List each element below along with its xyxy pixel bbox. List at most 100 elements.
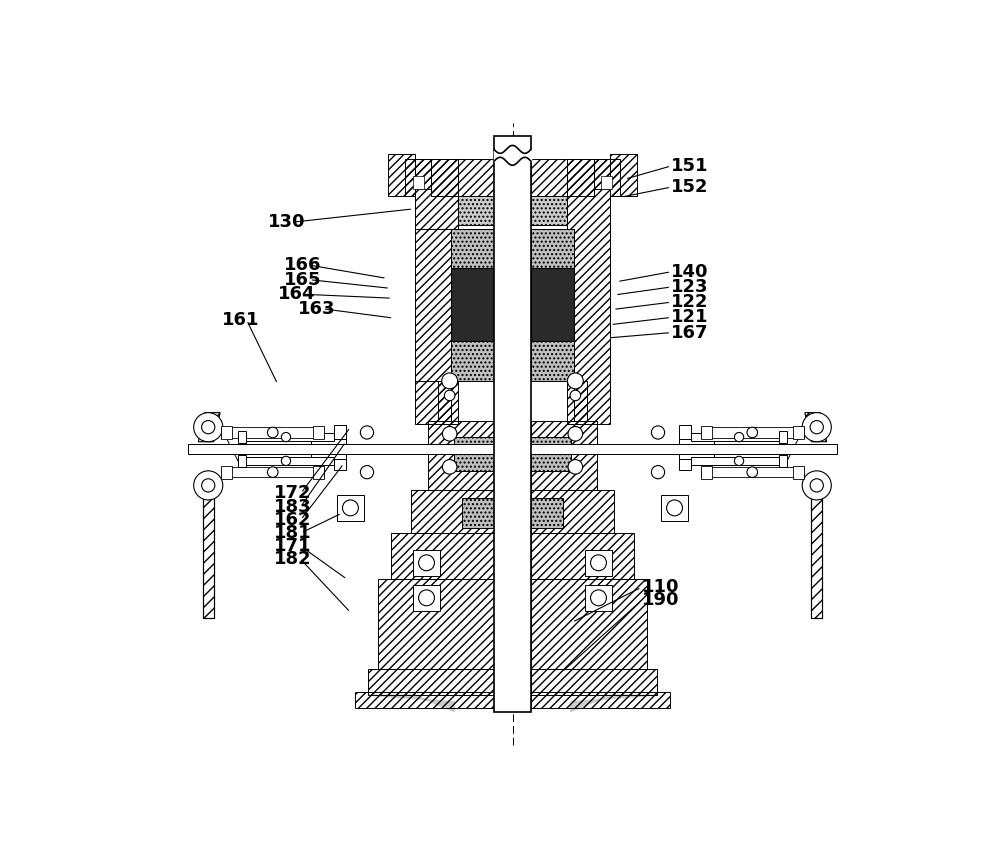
- Text: 172: 172: [274, 484, 312, 503]
- Bar: [221, 426, 232, 439]
- Bar: [701, 466, 712, 478]
- Circle shape: [567, 373, 583, 389]
- Bar: [585, 550, 612, 576]
- Bar: [451, 228, 494, 268]
- Bar: [188, 444, 837, 454]
- Bar: [388, 154, 415, 196]
- Bar: [221, 466, 232, 478]
- Circle shape: [651, 426, 665, 439]
- Bar: [574, 381, 587, 421]
- Circle shape: [267, 467, 278, 478]
- Bar: [531, 668, 657, 695]
- Bar: [691, 457, 787, 465]
- Text: 183: 183: [274, 497, 312, 515]
- Polygon shape: [203, 485, 214, 618]
- Circle shape: [419, 590, 434, 606]
- Polygon shape: [805, 412, 827, 442]
- Text: 110: 110: [641, 578, 679, 596]
- Bar: [610, 154, 637, 196]
- Bar: [661, 495, 688, 521]
- Bar: [413, 585, 440, 611]
- Bar: [238, 455, 246, 467]
- Circle shape: [281, 456, 291, 466]
- Bar: [391, 533, 494, 579]
- Bar: [221, 467, 324, 478]
- Circle shape: [194, 471, 223, 500]
- Bar: [531, 421, 597, 490]
- Bar: [531, 228, 574, 268]
- Text: 130: 130: [268, 213, 305, 231]
- Bar: [413, 550, 440, 576]
- Text: 167: 167: [671, 324, 709, 342]
- Bar: [494, 137, 531, 711]
- Bar: [451, 341, 494, 381]
- Bar: [415, 159, 458, 423]
- Circle shape: [568, 427, 583, 441]
- Bar: [221, 427, 324, 438]
- Polygon shape: [198, 412, 220, 442]
- Bar: [779, 455, 787, 467]
- Text: 152: 152: [671, 178, 709, 196]
- Bar: [531, 490, 614, 533]
- Text: 162: 162: [274, 511, 312, 529]
- Circle shape: [442, 373, 458, 389]
- Bar: [238, 433, 334, 441]
- Text: 165: 165: [284, 271, 322, 289]
- Bar: [431, 159, 494, 196]
- Bar: [313, 426, 324, 439]
- Circle shape: [444, 390, 455, 400]
- Polygon shape: [571, 695, 657, 711]
- Bar: [567, 159, 610, 423]
- Bar: [531, 268, 574, 341]
- Text: 190: 190: [641, 592, 679, 610]
- Bar: [531, 437, 571, 472]
- Circle shape: [591, 555, 606, 570]
- Bar: [451, 268, 494, 341]
- Text: 121: 121: [671, 308, 709, 326]
- Circle shape: [802, 412, 831, 442]
- Text: 161: 161: [221, 311, 259, 329]
- Bar: [438, 381, 451, 421]
- Text: 123: 123: [671, 278, 709, 296]
- Circle shape: [202, 478, 215, 492]
- Circle shape: [568, 460, 583, 474]
- Bar: [454, 437, 494, 472]
- Polygon shape: [811, 485, 822, 618]
- Bar: [238, 431, 246, 443]
- Text: 163: 163: [298, 300, 335, 318]
- Bar: [701, 426, 712, 439]
- Bar: [594, 159, 610, 189]
- Circle shape: [747, 427, 758, 438]
- Bar: [458, 196, 494, 225]
- Circle shape: [747, 467, 758, 478]
- Text: 140: 140: [671, 263, 709, 281]
- Circle shape: [442, 427, 457, 441]
- Bar: [313, 466, 324, 478]
- Bar: [610, 159, 620, 196]
- Bar: [378, 579, 494, 668]
- Bar: [238, 457, 334, 465]
- Bar: [413, 176, 424, 189]
- Bar: [701, 427, 804, 438]
- Circle shape: [194, 412, 223, 442]
- Bar: [337, 495, 364, 521]
- Bar: [405, 159, 415, 196]
- Text: 166: 166: [284, 256, 322, 274]
- Circle shape: [360, 426, 374, 439]
- Bar: [679, 439, 714, 459]
- Circle shape: [442, 460, 457, 474]
- Circle shape: [202, 421, 215, 434]
- Bar: [355, 691, 494, 709]
- Bar: [531, 341, 574, 381]
- Bar: [531, 159, 594, 196]
- Circle shape: [281, 432, 291, 442]
- Bar: [428, 421, 494, 490]
- Circle shape: [802, 471, 831, 500]
- Bar: [334, 425, 346, 470]
- Bar: [462, 498, 494, 527]
- Bar: [531, 533, 634, 579]
- Circle shape: [570, 390, 581, 400]
- Circle shape: [360, 466, 374, 478]
- Bar: [531, 498, 563, 527]
- Circle shape: [591, 590, 606, 606]
